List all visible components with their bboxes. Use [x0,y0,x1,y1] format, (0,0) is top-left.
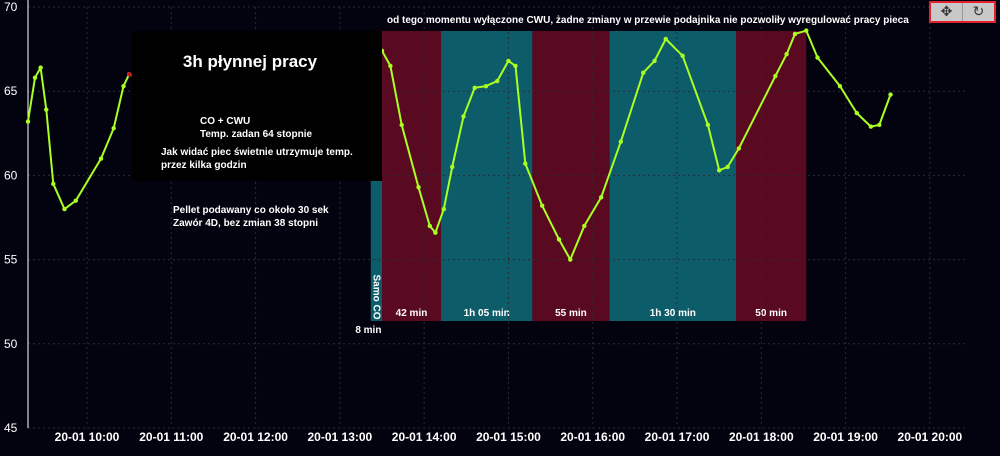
band-3 [532,31,610,321]
series-2-point-9 [461,114,466,119]
series-2-point-5 [427,223,432,229]
note-line-2: przez kilka godzin [161,160,247,171]
series-2-point-13 [506,58,511,64]
y-tick-label-4: 65 [4,84,18,98]
series-2-point-36 [854,110,860,116]
band-5 [736,31,807,321]
series-2-point-27 [716,168,722,173]
series-2-point-35 [837,83,843,89]
series-2-point-11 [483,83,489,89]
x-tick-label-3: 20-01 13:00 [308,430,373,444]
series-0-point-6 [73,198,78,203]
mode-line-2: Temp. zadan 64 stopnie [200,129,312,140]
series-2-point-39 [888,92,893,97]
series-2-point-30 [773,73,778,79]
band-vlabel-0: Samo CO [371,274,382,319]
series-2-point-6 [433,230,438,235]
series-2-point-3 [399,122,404,128]
series-2-point-15 [523,161,528,166]
series-2-point-31 [784,51,789,57]
series-2-point-21 [618,139,624,144]
x-tick-label-8: 20-01 18:00 [729,430,794,444]
y-tick-label-2: 55 [4,253,18,267]
x-tick-label-5: 20-01 15:00 [476,430,541,444]
ticks-layer: 45 50 55 60 65 70 20-01 10:00 20-01 11:00 20-01 … [4,0,963,444]
series-0-point-8 [111,126,116,131]
x-tick-label-6: 20-01 16:00 [560,430,625,444]
band-label-1: 42 min [396,308,428,319]
series-2-point-17 [556,237,562,242]
series-2-point-32 [792,31,798,37]
series-2-point-22 [641,70,646,75]
grid-layer [27,0,965,429]
series-0-point-9 [121,83,126,89]
top-note: od tego momentu wyłączone CWU, żadne zmi… [387,15,909,26]
series-2-point-37 [868,124,874,129]
series-0-point-3 [44,107,49,112]
series-2-point-12 [495,78,500,84]
series-0-point-2 [38,65,43,70]
x-tick-label-4: 20-01 14:00 [392,430,457,444]
series-0-point-1 [32,75,38,80]
series-2-point-28 [725,164,730,170]
mode-line-1: CO + CWU [200,116,250,127]
pellet-line-1: Pellet podawany co około 30 sek [173,205,329,216]
band-2 [441,31,533,321]
series-line-0 [27,66,131,211]
series-2-point-8 [450,164,455,170]
band-4 [609,31,737,321]
band-label-2: 1h 05 min [464,308,510,319]
note-line-1: Jak widać piec świetnie utrzymuje temp. [161,147,353,158]
series-0-point-0 [25,119,31,124]
series-0-point-7 [98,156,104,161]
y-tick-label-5: 70 [4,0,18,14]
x-tick-label-7: 20-01 17:00 [645,430,710,444]
series-1-point-0 [126,72,132,77]
series-2-point-19 [582,223,587,229]
y-tick-label-1: 50 [4,337,18,351]
band-1 [382,31,442,321]
bands-layer: Samo CO 8 min 42 min 1h 05 min 55 min 1h 30 m… [355,31,807,336]
x-tick-label-2: 20-01 12:00 [223,430,288,444]
series-line-2 [369,29,892,261]
series-2-point-25 [680,53,685,59]
series-2-point-18 [568,257,573,262]
series-0-point-4 [51,181,56,187]
x-tick-label-0: 20-01 10:00 [55,430,120,444]
band-label-4: 1h 30 min [650,308,696,319]
annotation-box [132,31,382,181]
series-2-point-2 [388,63,393,69]
chart-toolbar: ✥ ↻ [929,1,996,23]
series-2-point-20 [598,195,604,200]
series-2-point-4 [416,184,421,190]
series-2-point-34 [815,55,820,60]
series-2-point-10 [472,85,477,91]
annotation-layer: od tego momentu wyłączone CWU, żadne zmi… [132,15,909,229]
x-tick-label-10: 20-01 20:00 [898,430,963,444]
series-2-point-14 [513,63,518,69]
y-tick-label-3: 60 [4,168,18,182]
series-2-point-29 [736,146,742,151]
pellet-line-2: Zawór 4D, bez zmian 38 stopni [173,218,318,229]
series-2-point-38 [877,122,882,128]
box-title: 3h płynnej pracy [183,52,318,71]
move-icon[interactable]: ✥ [940,4,953,20]
x-tick-label-9: 20-01 19:00 [813,430,878,444]
band-label-5: 50 min [755,308,787,319]
series-2-point-7 [441,206,447,212]
x-tick-label-1: 20-01 11:00 [139,430,203,444]
series-2-point-16 [539,203,545,208]
series-2-point-24 [663,36,668,42]
y-tick-label-0: 45 [4,421,18,435]
band-below-label-0: 8 min [355,325,381,336]
band-label-3: 55 min [555,308,587,319]
reset-icon[interactable]: ↻ [962,3,994,21]
series-2-point-23 [652,58,657,64]
series-0-point-5 [62,206,67,212]
series-2-point-33 [804,28,809,33]
series-2-point-26 [705,122,711,128]
